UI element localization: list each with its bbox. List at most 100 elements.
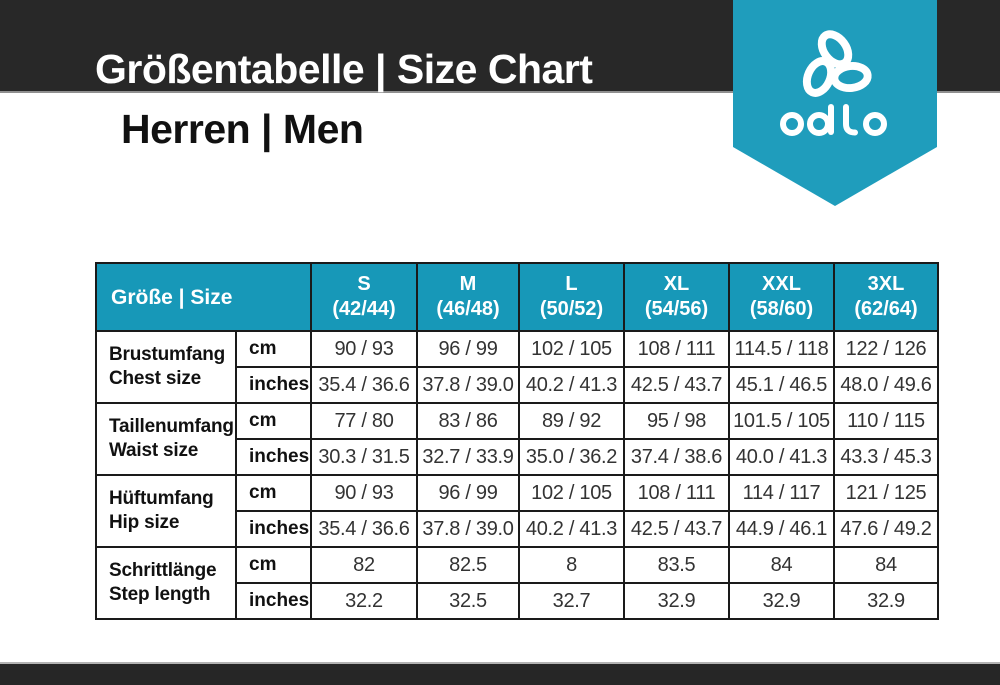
table-row: Taillenumfang Waist size cm 77 / 80 83 / 86 8… (95, 402, 939, 476)
value-cell: 90 / 93 (310, 330, 418, 368)
size-range: (50/52) (539, 298, 604, 320)
size-range: (46/48) (436, 298, 500, 320)
value-cell: 95 / 98 (623, 402, 730, 440)
value-cell: 102 / 105 (518, 330, 625, 368)
measurement-label-de: Hüftumfang (109, 488, 214, 509)
value-cell: 42.5 / 43.7 (623, 510, 730, 548)
size-column-header: M (46/48) (416, 262, 520, 332)
value-cell: 32.5 (416, 582, 520, 620)
page-title: Größentabelle | Size Chart (95, 46, 593, 92)
table-row: Schrittlänge Step length cm 82 82.5 8 83.5 84 84 (95, 546, 939, 620)
ribbon-pennant-shape (733, 0, 937, 206)
size-chart-table-body: Brustumfang Chest size cm 90 / 93 96 / 99 102… (95, 330, 939, 620)
value-cell: 37.4 / 38.6 (623, 438, 730, 476)
value-cell: 83.5 (623, 546, 730, 584)
unit-label-cm: cm (235, 330, 312, 368)
measurement-label-en: Waist size (109, 440, 199, 461)
odlo-wordmark (780, 103, 890, 142)
value-cell: 83 / 86 (416, 402, 520, 440)
value-cell: 122 / 126 (833, 330, 939, 368)
measurement-label-de: Schrittlänge (109, 560, 217, 581)
unit-label-cm: cm (235, 546, 312, 584)
measurement-label: Hüftumfang Hip size (95, 474, 237, 548)
value-cell: 82.5 (416, 546, 520, 584)
size-label: XL (663, 273, 690, 295)
measurement-label-en: Hip size (109, 512, 180, 533)
bottom-footer-band (0, 662, 1000, 685)
value-cell: 32.7 / 33.9 (416, 438, 520, 476)
measurement-label-de: Brustumfang (109, 344, 226, 365)
value-cell: 96 / 99 (416, 330, 520, 368)
value-cell: 77 / 80 (310, 402, 418, 440)
size-chart-table: Größe | Size S (42/44) M (46/48) L (50/52) XL (5… (95, 262, 939, 620)
table-row: inches 32.2 32.5 32.7 32.9 32.9 32.9 (96, 582, 939, 620)
value-cell: 96 / 99 (416, 474, 520, 512)
value-cell: 35.0 / 36.2 (518, 438, 625, 476)
size-range: (58/60) (749, 298, 814, 320)
size-range: (42/44) (332, 298, 396, 320)
value-cell: 114.5 / 118 (728, 330, 835, 368)
value-cell: 44.9 / 46.1 (728, 510, 835, 548)
value-cell: 35.4 / 36.6 (310, 510, 418, 548)
size-label: S (357, 273, 371, 295)
unit-label-inches: inches (235, 582, 312, 620)
value-cell: 45.1 / 46.5 (728, 366, 835, 404)
value-cell: 102 / 105 (518, 474, 625, 512)
value-cell: 121 / 125 (833, 474, 939, 512)
table-row: inches 35.4 / 36.6 37.8 / 39.0 40.2 / 41.3 4… (96, 366, 939, 404)
page-subtitle: Herren | Men (121, 106, 364, 152)
value-cell: 8 (518, 546, 625, 584)
measurement-label-de: Taillenumfang (109, 416, 234, 437)
size-label: M (459, 273, 477, 295)
table-row: Hüftumfang Hip size cm 90 / 93 96 / 99 102 / … (95, 474, 939, 548)
unit-label-inches: inches (235, 510, 312, 548)
size-range: (54/56) (644, 298, 709, 320)
unit-label-cm: cm (235, 402, 312, 440)
measurement-label-en: Step length (109, 584, 211, 605)
value-cell: 108 / 111 (623, 474, 730, 512)
size-label: L (565, 273, 578, 295)
value-cell: 101.5 / 105 (728, 402, 835, 440)
size-column-header: L (50/52) (518, 262, 625, 332)
value-cell: 110 / 115 (833, 402, 939, 440)
size-column-header: XXL (58/60) (728, 262, 835, 332)
value-cell: 30.3 / 31.5 (310, 438, 418, 476)
value-cell: 37.8 / 39.0 (416, 510, 520, 548)
unit-label-inches: inches (235, 366, 312, 404)
measurement-label: Brustumfang Chest size (95, 330, 237, 404)
value-cell: 32.2 (310, 582, 418, 620)
measurement-label-en: Chest size (109, 368, 201, 389)
value-cell: 32.9 (623, 582, 730, 620)
value-cell: 35.4 / 36.6 (310, 366, 418, 404)
measurement-label: Schrittlänge Step length (95, 546, 237, 620)
corner-header-cell: Größe | Size (95, 262, 312, 332)
size-column-header: S (42/44) (310, 262, 418, 332)
size-label: XXL (762, 273, 801, 295)
measurement-label: Taillenumfang Waist size (95, 402, 237, 476)
size-column-header: XL (54/56) (623, 262, 730, 332)
value-cell: 84 (833, 546, 939, 584)
value-cell: 40.0 / 41.3 (728, 438, 835, 476)
table-row: Brustumfang Chest size cm 90 / 93 96 / 99 102… (95, 330, 939, 404)
value-cell: 32.9 (728, 582, 835, 620)
value-cell: 90 / 93 (310, 474, 418, 512)
table-row: inches 35.4 / 36.6 37.8 / 39.0 40.2 / 41.3 4… (96, 510, 939, 548)
unit-label-inches: inches (235, 438, 312, 476)
size-column-header: 3XL (62/64) (833, 262, 939, 332)
size-range: (62/64) (854, 298, 918, 320)
value-cell: 42.5 / 43.7 (623, 366, 730, 404)
value-cell: 32.9 (833, 582, 939, 620)
size-chart-table-header: Größe | Size S (42/44) M (46/48) L (50/52) XL (5… (95, 262, 939, 332)
brand-ribbon (733, 0, 937, 206)
value-cell: 47.6 / 49.2 (833, 510, 939, 548)
value-cell: 84 (728, 546, 835, 584)
odlo-trefoil-icon (791, 22, 879, 115)
value-cell: 40.2 / 41.3 (518, 366, 625, 404)
value-cell: 48.0 / 49.6 (833, 366, 939, 404)
value-cell: 43.3 / 45.3 (833, 438, 939, 476)
value-cell: 82 (310, 546, 418, 584)
value-cell: 89 / 92 (518, 402, 625, 440)
table-row: inches 30.3 / 31.5 32.7 / 33.9 35.0 / 36.2 3… (96, 438, 939, 476)
size-label: 3XL (867, 273, 905, 295)
